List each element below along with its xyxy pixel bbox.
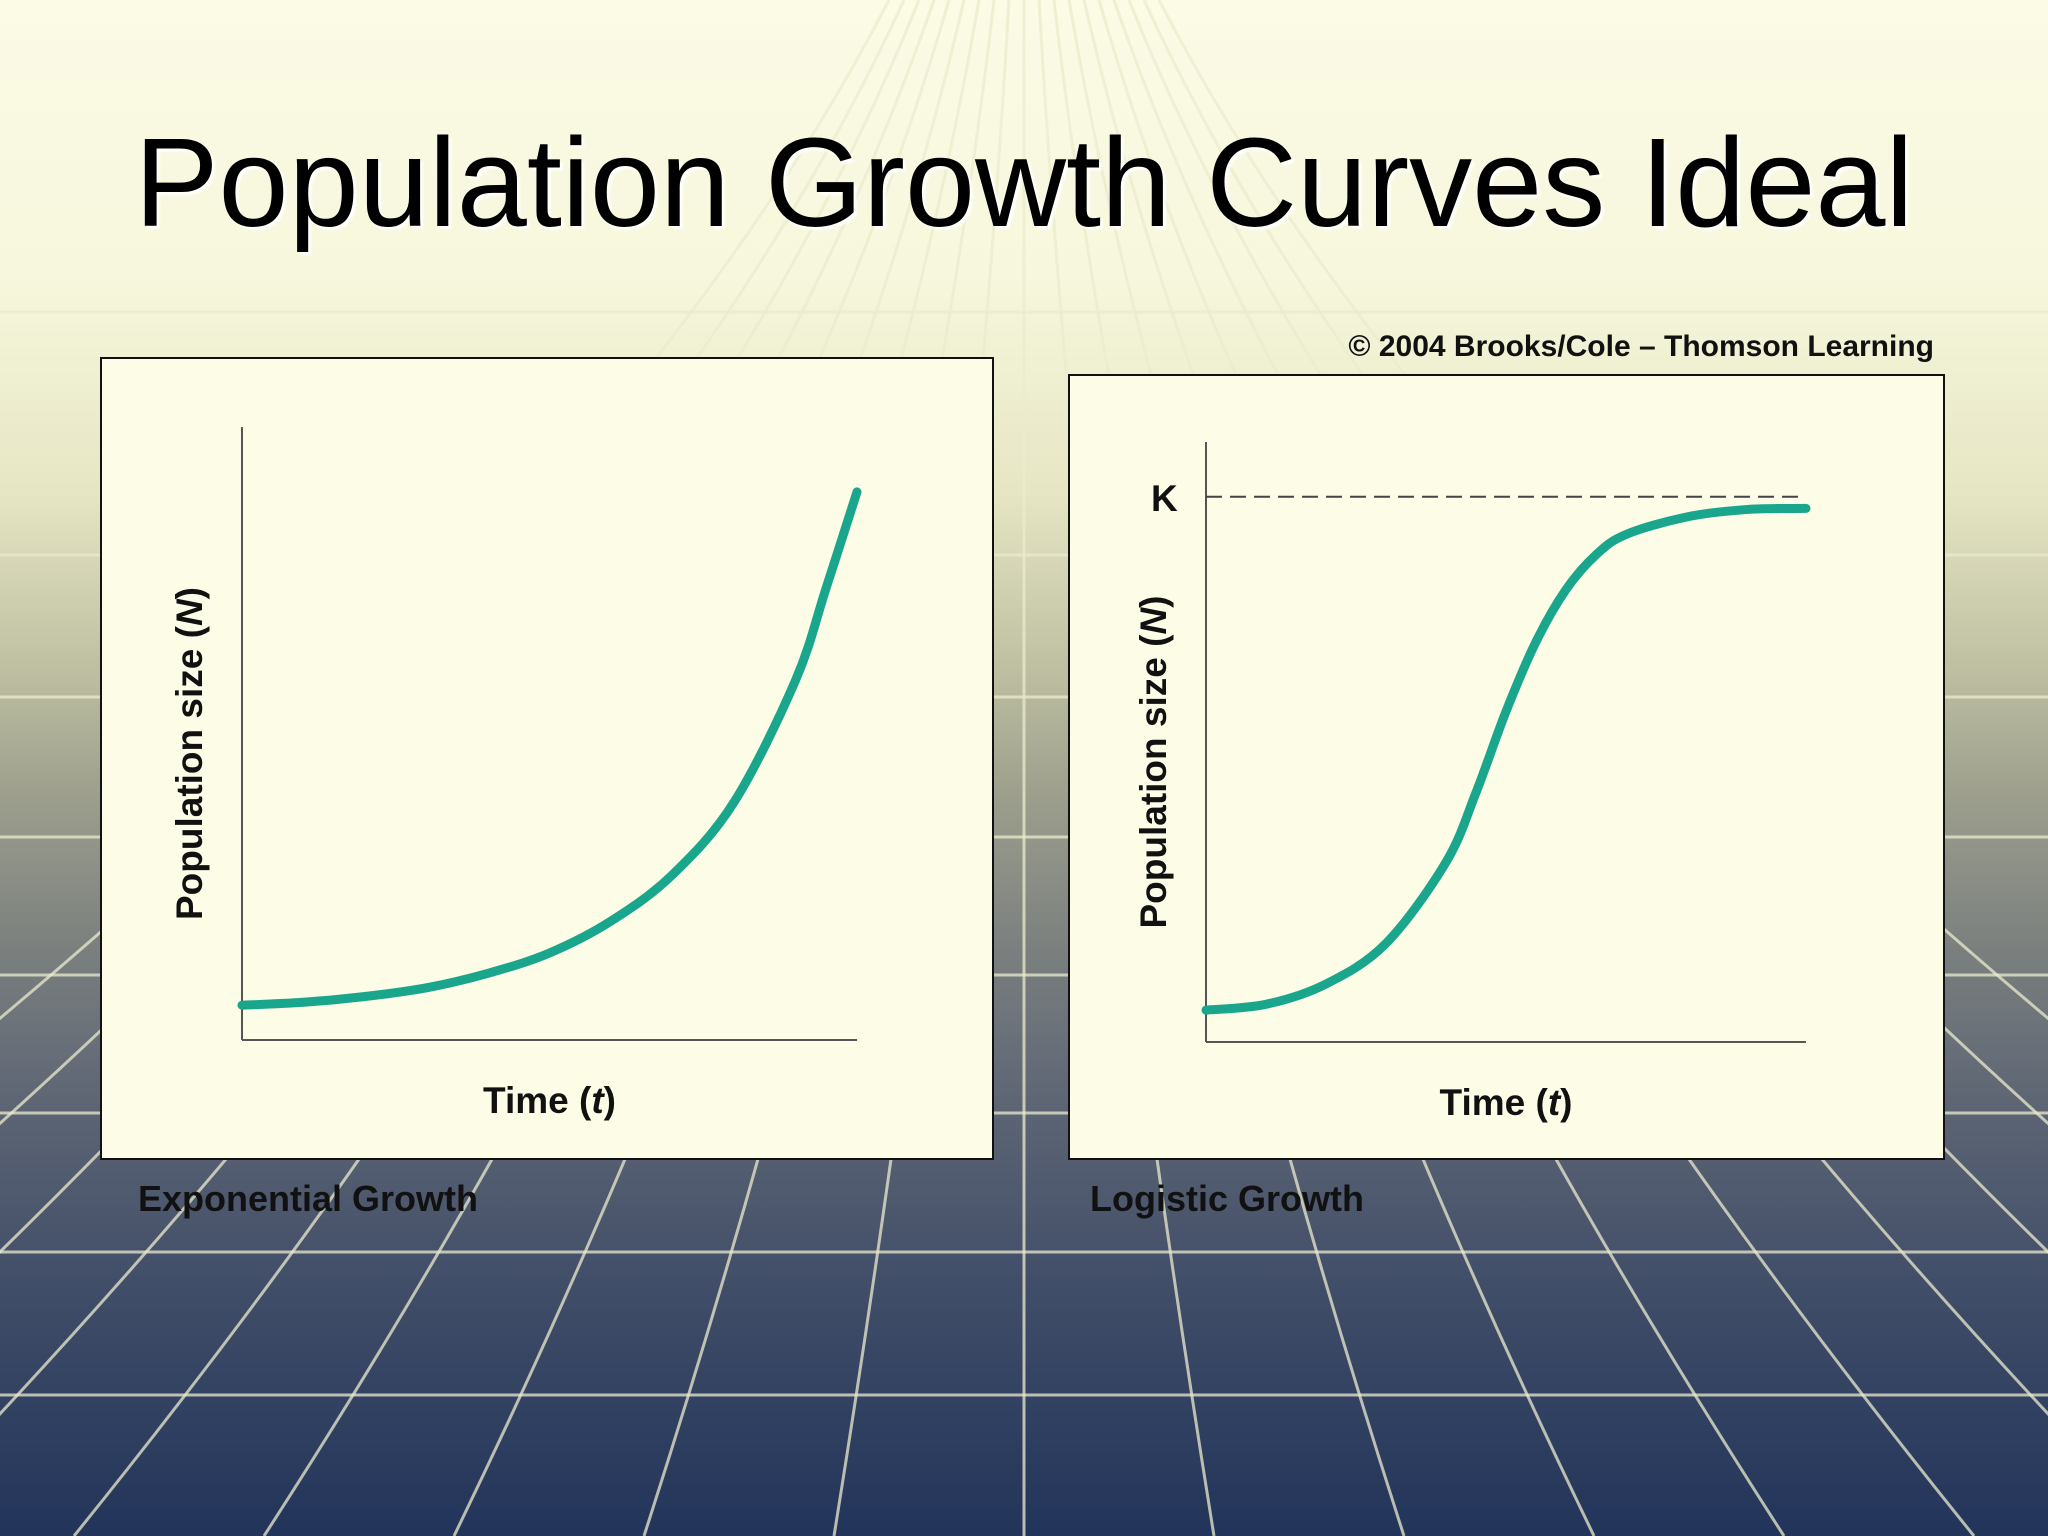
y-axis-label: Population size (N) — [1133, 595, 1174, 928]
exponential-chart: Time (t) Population size (N) — [169, 427, 862, 1121]
logistic-chart: K Time (t) Population size (N) — [1133, 442, 1811, 1123]
exponential-chart-panel: Time (t) Population size (N) — [100, 357, 994, 1160]
slide-title: Population Growth Curves Ideal — [134, 112, 1914, 253]
growth-curve — [237, 487, 862, 1010]
x-axis-label: Time (t) — [483, 1080, 616, 1121]
growth-curve — [1201, 503, 1811, 1015]
copyright-notice: © 2004 Brooks/Cole – Thomson Learning — [1348, 330, 1934, 363]
x-axis-label: Time (t) — [1440, 1082, 1573, 1123]
carrying-capacity-label: K — [1151, 478, 1178, 519]
logistic-chart-panel: K Time (t) Population size (N) — [1068, 374, 1945, 1160]
y-axis-label: Population size (N) — [169, 587, 210, 920]
logistic-caption: Logistic Growth — [1090, 1178, 1364, 1219]
exponential-caption: Exponential Growth — [138, 1178, 479, 1219]
